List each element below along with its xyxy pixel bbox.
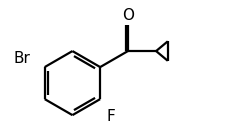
- Text: F: F: [106, 109, 115, 124]
- Text: O: O: [122, 8, 134, 23]
- Text: Br: Br: [13, 51, 30, 66]
